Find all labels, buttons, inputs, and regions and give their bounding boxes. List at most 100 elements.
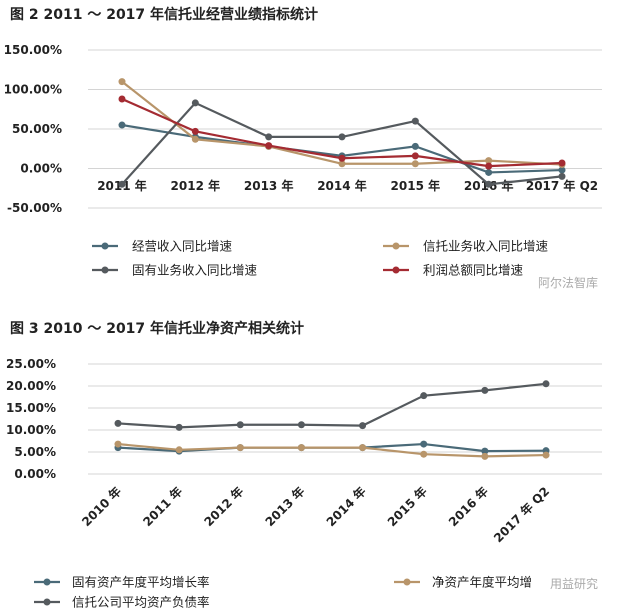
legend-item: 利润总额同比增速 bbox=[383, 263, 524, 278]
series-line bbox=[121, 80, 563, 166]
data-point bbox=[542, 451, 550, 459]
data-point bbox=[118, 95, 126, 103]
data-point bbox=[485, 168, 493, 176]
chart-title: 图 3 2010 ～ 2017 年信托业净资产相关统计 bbox=[10, 320, 304, 337]
legend-item: 经营收入同比增速 bbox=[92, 239, 233, 254]
chart-title: 图 2 2011 ～ 2017 年信托业经营业绩指标统计 bbox=[10, 6, 318, 23]
data-point bbox=[338, 133, 346, 141]
data-point bbox=[485, 162, 493, 170]
x-tick-label: 2013 年 bbox=[262, 484, 308, 530]
legend-swatch-dot bbox=[403, 578, 411, 586]
data-point bbox=[191, 135, 199, 143]
legend-swatch-dot bbox=[101, 266, 109, 274]
legend-label: 固有业务收入同比增速 bbox=[132, 263, 258, 278]
watermark: 阿尔法智库 bbox=[538, 275, 598, 290]
data-point bbox=[359, 444, 367, 452]
series-1 bbox=[118, 121, 566, 176]
y-tick-label: 50.00% bbox=[12, 122, 62, 136]
series-4 bbox=[118, 95, 566, 170]
x-tick-label: 2014 年 bbox=[317, 178, 367, 193]
data-point bbox=[175, 423, 183, 431]
x-tick-label: 2014 年 bbox=[323, 484, 369, 530]
legend-item: 信托公司平均资产负债率 bbox=[34, 595, 210, 610]
data-point bbox=[411, 142, 419, 150]
data-point bbox=[236, 421, 244, 429]
y-tick-label: -50.00% bbox=[7, 201, 62, 215]
legend-label: 信托业务收入同比增速 bbox=[423, 239, 549, 254]
data-point bbox=[114, 440, 122, 448]
y-tick-label: 100.00% bbox=[4, 83, 62, 97]
legend-label: 净资产年度平均增 bbox=[432, 575, 532, 590]
y-tick-label: 20.00% bbox=[6, 379, 56, 393]
data-point bbox=[542, 380, 550, 388]
x-tick-label: 2017 年 Q2 bbox=[490, 484, 552, 546]
data-point bbox=[558, 159, 566, 167]
x-tick-label: 2015 年 bbox=[391, 178, 441, 193]
y-tick-label: 25.00% bbox=[6, 357, 56, 371]
legend-swatch-dot bbox=[101, 242, 109, 250]
legend-item: 净资产年度平均增 bbox=[394, 575, 532, 590]
chart-operating-performance: 图 2 2011 ～ 2017 年信托业经营业绩指标统计 150.00% 100.0… bbox=[4, 6, 602, 290]
legend-label: 利润总额同比增速 bbox=[423, 263, 524, 278]
data-point bbox=[297, 444, 305, 452]
legend-swatch-dot bbox=[43, 578, 51, 586]
data-point bbox=[338, 160, 346, 168]
series-line bbox=[117, 442, 547, 458]
y-tick-label: 150.00% bbox=[4, 43, 62, 57]
data-point bbox=[558, 166, 566, 174]
series-2 bbox=[114, 440, 550, 460]
y-tick-label: 5.00% bbox=[14, 445, 56, 459]
data-point bbox=[485, 157, 493, 165]
series-line bbox=[117, 382, 547, 429]
x-tick-label: 2015 年 bbox=[384, 484, 430, 530]
data-point bbox=[265, 133, 273, 141]
legend-swatch-dot bbox=[392, 242, 400, 250]
x-tick-label: 2012 年 bbox=[201, 484, 247, 530]
data-point bbox=[236, 444, 244, 452]
x-tick-label: 2017 年 Q2 bbox=[526, 178, 598, 193]
data-point bbox=[485, 180, 493, 188]
series-3 bbox=[118, 99, 566, 188]
data-point bbox=[191, 99, 199, 107]
x-tick-label: 2012 年 bbox=[171, 178, 221, 193]
data-point bbox=[118, 180, 126, 188]
data-point bbox=[338, 154, 346, 162]
data-point bbox=[481, 447, 489, 455]
legend-swatch-dot bbox=[392, 266, 400, 274]
x-tick-label: 2016 年 bbox=[445, 484, 491, 530]
data-point bbox=[420, 392, 428, 400]
y-tick-label: 0.00% bbox=[14, 467, 56, 481]
data-point bbox=[191, 127, 199, 135]
data-point bbox=[411, 152, 419, 160]
legend-swatch-dot bbox=[43, 598, 51, 606]
data-point bbox=[411, 117, 419, 125]
data-point bbox=[558, 172, 566, 180]
chart-operating-performance-svg: 图 2 2011 ～ 2017 年信托业经营业绩指标统计 150.00% 100.0… bbox=[4, 6, 602, 290]
data-point bbox=[118, 121, 126, 129]
data-point bbox=[420, 440, 428, 448]
watermark: 用益研究 bbox=[550, 576, 598, 591]
data-point bbox=[359, 422, 367, 430]
legend-item: 固有资产年度平均增长率 bbox=[34, 575, 210, 590]
data-point bbox=[420, 450, 428, 458]
data-point bbox=[118, 78, 126, 86]
legend-label: 固有资产年度平均增长率 bbox=[72, 575, 210, 590]
x-tick-label: 2010 年 bbox=[78, 484, 124, 530]
chart-net-assets-svg: 图 3 2010 ～ 2017 年信托业净资产相关统计 25.00% 20.00% 1… bbox=[6, 320, 602, 610]
y-tick-label: 10.00% bbox=[6, 423, 56, 437]
data-point bbox=[481, 452, 489, 460]
data-point bbox=[265, 142, 273, 150]
legend-item: 固有业务收入同比增速 bbox=[92, 263, 258, 278]
series-3 bbox=[114, 380, 550, 431]
chart-net-assets: 图 3 2010 ～ 2017 年信托业净资产相关统计 25.00% 20.00% 1… bbox=[0, 310, 640, 612]
legend-item: 信托业务收入同比增速 bbox=[383, 239, 549, 254]
x-tick-label: 2011 年 bbox=[140, 484, 186, 530]
legend-label: 信托公司平均资产负债率 bbox=[72, 595, 210, 610]
data-point bbox=[481, 386, 489, 394]
y-tick-label: 15.00% bbox=[6, 401, 56, 415]
x-tick-label: 2013 年 bbox=[244, 178, 294, 193]
data-point bbox=[175, 446, 183, 454]
data-point bbox=[114, 419, 122, 427]
legend-label: 经营收入同比增速 bbox=[132, 239, 233, 254]
